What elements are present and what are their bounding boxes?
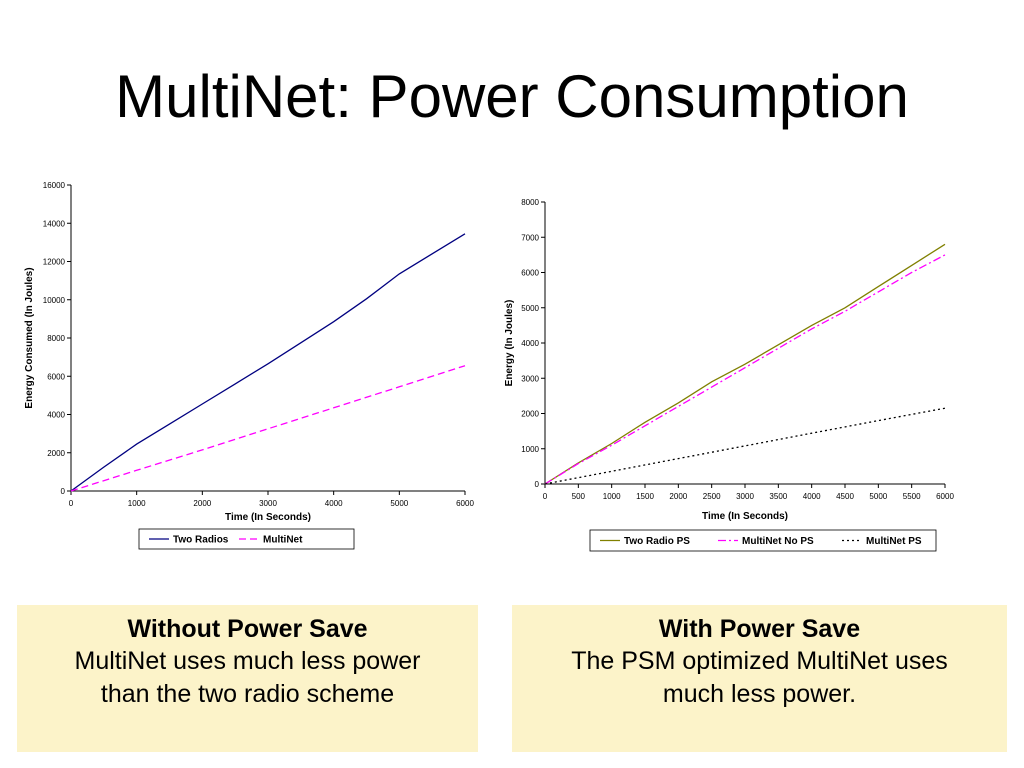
y-axis-label: Energy (In Joules) — [504, 300, 515, 387]
legend-label-1: MultiNet No PS — [742, 536, 814, 547]
series-line-0 — [544, 243, 946, 485]
y-tick-label: 1000 — [521, 445, 539, 454]
x-tick-label: 3500 — [769, 492, 787, 501]
chart-with-power-save: 0 1000 2000 3000 4000 5000 6000 7000 8000 0 500 100… — [504, 198, 954, 552]
y-tick-label: 4000 — [521, 339, 539, 348]
y-axis-label: Energy Consumed (In Joules) — [24, 267, 35, 408]
x-tick-label: 2500 — [703, 492, 721, 501]
y-tick-label: 12000 — [43, 258, 66, 267]
legend-label-0: Two Radio PS — [624, 536, 690, 547]
x-tick-label: 4000 — [803, 492, 821, 501]
legend-label-1: MultiNet — [263, 535, 303, 546]
x-tick-label: 500 — [572, 492, 586, 501]
series-line-1 — [544, 254, 946, 485]
note-line: much less power. — [662, 680, 857, 708]
y-tick-label: 7000 — [521, 233, 539, 242]
y-tick-label: 6000 — [521, 269, 539, 278]
y-tick-label: 8000 — [521, 198, 539, 207]
y-tick-label: 5000 — [521, 304, 539, 313]
note-heading: With Power Save — [658, 615, 861, 643]
x-tick-label: 1000 — [128, 499, 146, 508]
legend-label-2: MultiNet PS — [866, 536, 922, 547]
y-tick-label: 14000 — [43, 219, 66, 228]
y-tick-label: 0 — [61, 487, 66, 496]
chart-without-power-save: 0 2000 4000 6000 8000 10000 12000 14000 16000 0 10… — [24, 181, 474, 550]
y-tick-label: 2000 — [47, 449, 65, 458]
y-tick-label: 10000 — [43, 296, 66, 305]
series-line-2 — [544, 407, 946, 485]
y-tick-label: 2000 — [521, 410, 539, 419]
y-tick-label: 8000 — [47, 334, 65, 343]
legend-box — [589, 529, 937, 552]
x-tick-label: 5000 — [869, 492, 887, 501]
x-tick-label: 0 — [543, 492, 548, 501]
note-heading: Without Power Save — [127, 615, 368, 643]
x-axis-label: Time (In Seconds) — [702, 511, 788, 522]
note-line: than the two radio scheme — [100, 680, 395, 708]
series-line-1 — [70, 365, 466, 492]
x-tick-label: 6000 — [456, 499, 474, 508]
x-tick-label: 5000 — [390, 499, 408, 508]
x-tick-label: 4000 — [325, 499, 343, 508]
x-tick-label: 1000 — [603, 492, 621, 501]
note-line: The PSM optimized MultiNet uses — [571, 647, 948, 675]
note-without-power-save: Without Power Save MultiNet uses much le… — [17, 605, 478, 752]
legend-label-0: Two Radios — [173, 535, 229, 546]
y-tick-label: 16000 — [43, 181, 66, 190]
x-tick-label: 2000 — [669, 492, 687, 501]
note-line: MultiNet uses much less power — [74, 647, 421, 675]
note-with-power-save: With Power Save The PSM optimized MultiN… — [512, 605, 1007, 752]
x-tick-label: 3000 — [259, 499, 277, 508]
series-line-0 — [70, 233, 466, 492]
x-tick-label: 2000 — [193, 499, 211, 508]
y-tick-label: 4000 — [47, 411, 65, 420]
x-tick-label: 0 — [69, 499, 74, 508]
x-tick-label: 1500 — [636, 492, 654, 501]
y-tick-label: 0 — [535, 480, 540, 489]
x-tick-label: 3000 — [736, 492, 754, 501]
legend-box — [138, 528, 355, 550]
y-tick-label: 6000 — [47, 372, 65, 381]
x-axis-label: Time (In Seconds) — [225, 512, 311, 523]
x-tick-label: 6000 — [936, 492, 954, 501]
y-tick-label: 3000 — [521, 374, 539, 383]
x-tick-label: 5500 — [903, 492, 921, 501]
x-tick-label: 4500 — [836, 492, 854, 501]
slide-title: MultiNet: Power Consumption — [115, 63, 909, 130]
